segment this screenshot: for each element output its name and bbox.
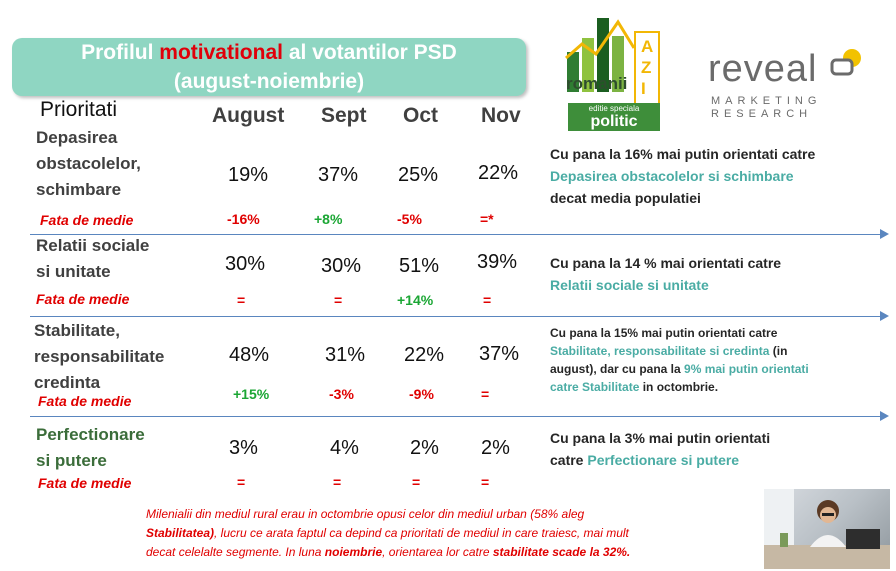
divider-2 xyxy=(30,316,880,317)
column-header-sept: Sept xyxy=(321,104,367,127)
column-header-oct: Oct xyxy=(403,104,439,127)
value-r1-sept: 37% xyxy=(318,164,359,186)
value-r2-nov: 39% xyxy=(477,251,518,273)
logo-bars-graphic xyxy=(565,18,660,131)
reveal-logo: reveal MARKETING RESEARCH xyxy=(708,48,868,128)
value-r1-nov: 22% xyxy=(478,162,519,184)
note-row-2: Cu pana la 14 % mai orientati catre Rela… xyxy=(550,255,782,293)
deviation-r3-oct: -9% xyxy=(409,386,434,402)
fata-de-medie-label-1: Fata de medie xyxy=(40,212,134,228)
reveal-sub-marketing: MARKETING xyxy=(711,95,822,107)
deviation-r4-sept: = xyxy=(333,474,342,490)
value-r1-oct: 25% xyxy=(398,164,439,186)
value-r2-sept: 30% xyxy=(321,255,362,277)
divider-1 xyxy=(30,234,880,235)
value-r2-aug: 30% xyxy=(225,253,266,275)
fata-de-medie-label-4: Fata de medie xyxy=(38,475,132,491)
value-r3-nov: 37% xyxy=(479,343,520,365)
deviation-r2-nov: = xyxy=(483,292,492,308)
title-line-2: (august-noiembrie) xyxy=(173,70,365,93)
reveal-brand-text: reveal xyxy=(708,48,818,90)
column-header-august: August xyxy=(212,104,285,127)
photo-woman-at-laptop xyxy=(764,489,890,569)
value-r3-aug: 48% xyxy=(229,344,270,366)
title-banner: Profilul motivational al votantilor PSD … xyxy=(12,38,526,96)
title-line-1: Profilul motivational al votantilor PSD xyxy=(81,41,457,64)
deviation-r1-oct: -5% xyxy=(397,211,422,227)
value-r1-aug: 19% xyxy=(228,164,269,186)
bottom-footnote: Milenialii din mediul rural erau in octo… xyxy=(146,507,631,559)
divider-3 xyxy=(30,416,880,417)
deviation-r2-sept: = xyxy=(334,292,343,308)
category-row-1: Depasirea obstacolelor, schimbare xyxy=(36,128,141,199)
logo-text-politic: politic xyxy=(590,113,638,130)
deviation-r3-aug: +15% xyxy=(233,386,270,402)
divider-arrow-2 xyxy=(880,311,889,321)
note-row-3: Cu pana la 15% mai putin orientati catre… xyxy=(550,326,809,394)
deviation-r2-aug: = xyxy=(237,292,246,308)
deviation-r4-nov: = xyxy=(481,474,490,490)
logo-text-editie: editie speciala xyxy=(588,104,640,113)
value-r3-sept: 31% xyxy=(325,344,366,366)
category-row-2: Relatii sociale si unitate xyxy=(36,236,150,281)
deviation-r1-aug: -16% xyxy=(227,211,260,227)
deviation-r3-sept: -3% xyxy=(329,386,354,402)
header-prioritati: Prioritati xyxy=(40,98,118,121)
divider-arrow-3 xyxy=(880,411,889,421)
fata-de-medie-label-3: Fata de medie xyxy=(38,393,132,409)
value-r4-sept: 4% xyxy=(330,437,359,459)
deviation-r4-aug: = xyxy=(237,474,246,490)
deviation-r2-oct: +14% xyxy=(397,292,434,308)
fata-de-medie-label-2: Fata de medie xyxy=(36,291,130,307)
logo-text-romanii: romanii xyxy=(566,74,628,93)
reveal-mark-icon xyxy=(830,49,861,76)
note-row-4: Cu pana la 3% mai putin orientati catre … xyxy=(550,430,771,468)
reveal-sub-research: RESEARCH xyxy=(711,108,813,120)
divider-arrow-1 xyxy=(880,229,889,239)
deviation-r3-nov: = xyxy=(481,386,490,402)
value-r4-aug: 3% xyxy=(229,437,258,459)
note-row-1: Cu pana la 16% mai putin orientati catre… xyxy=(550,146,816,206)
deviation-r1-nov: =* xyxy=(480,211,494,227)
value-r2-oct: 51% xyxy=(399,255,440,277)
deviation-r1-sept: +8% xyxy=(314,211,343,227)
value-r3-oct: 22% xyxy=(404,344,445,366)
category-row-3: Stabilitate, responsabilitate credinta xyxy=(34,321,165,392)
value-r4-oct: 2% xyxy=(410,437,439,459)
value-r4-nov: 2% xyxy=(481,437,510,459)
category-row-4: Perfectionare si putere xyxy=(36,425,145,470)
photo-illustration xyxy=(764,489,890,569)
column-header-nov: Nov xyxy=(481,104,521,127)
title-highlight: motivational xyxy=(159,41,283,64)
romanii-azi-logo: romanii AZI editie speciala politic xyxy=(562,14,662,132)
logo-text-azi: AZI xyxy=(641,37,654,98)
deviation-r4-oct: = xyxy=(412,474,421,490)
